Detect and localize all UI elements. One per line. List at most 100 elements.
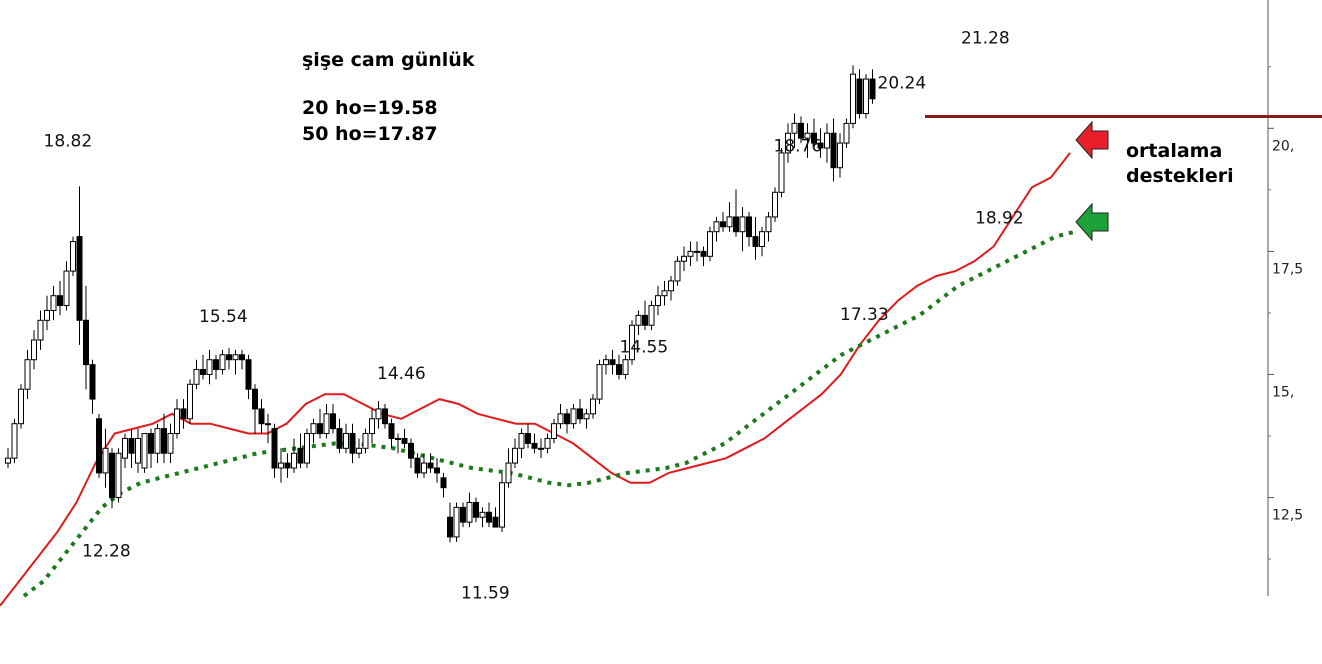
candle-body xyxy=(564,413,570,425)
candle xyxy=(707,226,713,262)
candle xyxy=(551,418,557,444)
candle-body xyxy=(154,428,161,454)
candle-body xyxy=(343,433,349,449)
candle xyxy=(713,216,720,242)
candle xyxy=(440,472,447,498)
candle-body xyxy=(707,231,713,257)
candle-body xyxy=(759,231,765,247)
candle-body xyxy=(102,447,109,474)
candle xyxy=(746,212,752,247)
candle xyxy=(349,423,356,464)
candle xyxy=(252,384,258,434)
candle xyxy=(655,285,661,316)
candle xyxy=(102,428,109,488)
candle xyxy=(759,226,765,257)
candle xyxy=(791,113,798,148)
candle xyxy=(31,330,37,370)
candle-body xyxy=(408,442,414,459)
candle-body xyxy=(538,447,544,450)
candle-body xyxy=(674,260,681,282)
candle-body xyxy=(570,408,577,425)
candle xyxy=(785,123,791,163)
y-tick-label: 12,5 xyxy=(1272,508,1303,524)
price-label: 18.82 xyxy=(44,131,93,151)
candle-body xyxy=(694,250,700,253)
ma20-line xyxy=(0,152,1071,607)
candle-body xyxy=(369,418,375,435)
candle-body xyxy=(661,290,668,297)
candle-body xyxy=(271,428,278,469)
candle xyxy=(167,423,174,464)
candle-body xyxy=(629,324,635,361)
candle-body xyxy=(362,433,369,449)
candle xyxy=(193,359,200,390)
candle xyxy=(148,428,154,468)
candle xyxy=(414,453,421,478)
candle-body xyxy=(421,462,427,474)
candle-body xyxy=(349,433,356,454)
candle-body xyxy=(278,462,284,469)
candle xyxy=(37,310,44,350)
candle-body xyxy=(531,442,538,449)
candle xyxy=(336,418,343,454)
candle-body xyxy=(206,359,213,375)
candle xyxy=(115,448,122,503)
candle-body xyxy=(583,413,590,420)
candle-body xyxy=(434,467,440,474)
candle-body xyxy=(148,433,154,454)
candle-body xyxy=(180,408,187,420)
candle-body xyxy=(388,423,395,439)
candle xyxy=(512,438,518,468)
candle-body xyxy=(746,216,752,238)
candle-body xyxy=(642,314,648,326)
candle xyxy=(733,189,739,237)
candle xyxy=(161,413,167,464)
candle xyxy=(486,502,492,528)
candle-body xyxy=(525,433,531,444)
candle xyxy=(265,413,271,444)
candle xyxy=(310,418,317,444)
candle-body xyxy=(479,511,486,518)
candle xyxy=(518,428,525,459)
candle-body xyxy=(609,359,616,366)
candle-body xyxy=(96,418,102,474)
candle xyxy=(850,65,856,129)
candle xyxy=(57,280,63,316)
moving-averages xyxy=(0,152,1076,607)
candle-body xyxy=(50,295,57,311)
candle-body xyxy=(128,437,135,454)
candle xyxy=(154,423,161,464)
candle xyxy=(206,349,213,385)
candle-body xyxy=(687,250,694,257)
candle xyxy=(603,354,609,375)
candle-body xyxy=(772,191,778,218)
candle xyxy=(128,428,135,468)
candle-body xyxy=(473,501,479,518)
candle xyxy=(525,423,531,449)
candle-body xyxy=(668,280,674,292)
candle xyxy=(564,408,570,434)
candle-body xyxy=(317,423,323,435)
candle xyxy=(219,349,226,375)
candle-body xyxy=(596,364,603,400)
candle xyxy=(89,359,96,414)
candle-body xyxy=(427,462,434,469)
red-arrow xyxy=(1075,120,1109,160)
candle-body xyxy=(304,433,310,464)
candle xyxy=(83,285,89,390)
candle-body xyxy=(733,216,739,233)
candle-body xyxy=(11,423,18,459)
candle-body xyxy=(765,216,772,233)
candle-body xyxy=(798,122,804,139)
candle xyxy=(837,133,843,178)
candle xyxy=(616,354,622,380)
candle xyxy=(577,399,583,424)
candle xyxy=(687,241,694,267)
candle xyxy=(720,212,726,232)
candle-body xyxy=(804,132,811,139)
candle xyxy=(122,433,128,468)
candle xyxy=(63,261,70,311)
candle-body xyxy=(778,152,785,193)
price-label: 18.92 xyxy=(975,208,1024,228)
